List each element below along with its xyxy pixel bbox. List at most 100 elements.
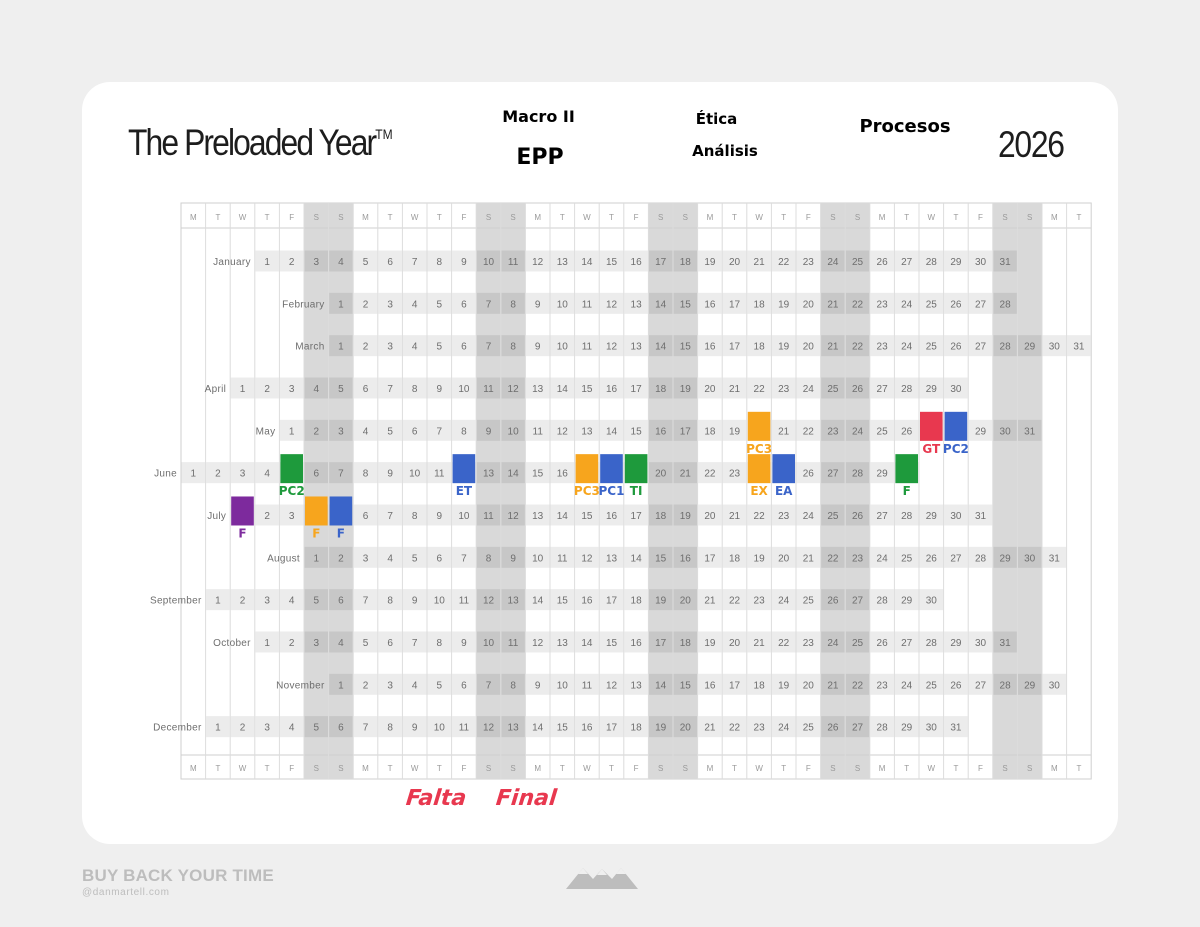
day-cell xyxy=(845,250,870,272)
day-number: 22 xyxy=(729,596,741,607)
weekday-header-label: M xyxy=(362,213,369,222)
day-number: 13 xyxy=(631,680,643,691)
day-cell xyxy=(648,377,673,399)
day-number: 27 xyxy=(901,257,913,268)
day-cell xyxy=(919,589,944,611)
day-number: 13 xyxy=(483,469,495,480)
day-number: 20 xyxy=(655,469,667,480)
day-number: 13 xyxy=(557,257,569,268)
day-cell xyxy=(575,716,599,738)
day-cell xyxy=(993,631,1017,653)
day-cell xyxy=(427,589,452,611)
day-cell xyxy=(329,589,353,611)
weekday-header-label: W xyxy=(239,213,247,222)
day-cell xyxy=(648,335,673,357)
weekday-footer-label: S xyxy=(1002,764,1007,773)
day-cell xyxy=(525,546,550,568)
weekday-footer-label: S xyxy=(314,764,319,773)
day-number: 14 xyxy=(581,257,593,268)
day-cell xyxy=(919,673,944,695)
day-number: 3 xyxy=(289,511,295,522)
day-cell xyxy=(525,292,550,314)
weekday-footer-label: S xyxy=(338,764,343,773)
day-cell xyxy=(648,462,673,484)
day-cell xyxy=(968,504,993,526)
day-cell xyxy=(845,419,870,441)
day-number: 30 xyxy=(1049,680,1061,691)
day-cell xyxy=(993,673,1017,695)
day-cell xyxy=(550,546,575,568)
day-cell xyxy=(427,292,452,314)
day-number: 3 xyxy=(387,342,393,353)
day-number: 2 xyxy=(289,638,295,649)
weekday-header-label: S xyxy=(1002,213,1007,222)
weekday-header-label: S xyxy=(830,213,835,222)
day-number: 8 xyxy=(461,426,467,437)
weekday-footer-label: W xyxy=(755,764,763,773)
day-cell xyxy=(378,716,402,738)
day-cell xyxy=(452,335,476,357)
event-label: PC1 xyxy=(599,484,625,498)
day-number: 23 xyxy=(729,469,741,480)
day-number: 3 xyxy=(264,596,270,607)
day-cell xyxy=(722,462,747,484)
day-cell xyxy=(206,716,230,738)
day-number: 5 xyxy=(314,723,320,734)
day-number: 11 xyxy=(434,469,445,480)
event-block xyxy=(920,411,943,441)
month-label-may: May xyxy=(256,426,276,437)
day-number: 17 xyxy=(729,342,741,353)
day-number: 4 xyxy=(264,469,270,480)
weekday-header-label: T xyxy=(1076,213,1081,222)
day-cell xyxy=(771,377,796,399)
day-number: 28 xyxy=(975,553,987,564)
day-cell xyxy=(894,250,919,272)
day-cell xyxy=(648,419,673,441)
day-number: 26 xyxy=(926,553,938,564)
weekday-footer-label: T xyxy=(388,764,393,773)
day-cell xyxy=(476,419,501,441)
day-number: 28 xyxy=(901,384,913,395)
weekday-footer-label: M xyxy=(879,764,886,773)
day-cell xyxy=(747,504,771,526)
day-cell xyxy=(894,716,919,738)
day-number: 16 xyxy=(606,384,618,395)
day-cell xyxy=(1017,419,1042,441)
day-cell xyxy=(993,250,1017,272)
weekday-footer-label: M xyxy=(190,764,197,773)
day-number: 8 xyxy=(412,384,418,395)
day-cell xyxy=(599,335,624,357)
day-cell xyxy=(550,673,575,695)
month-label-february: February xyxy=(282,299,324,310)
day-cell xyxy=(279,250,304,272)
day-number: 7 xyxy=(387,511,393,522)
weekday-footer-label: W xyxy=(928,764,936,773)
day-number: 18 xyxy=(631,723,643,734)
day-number: 31 xyxy=(1000,638,1012,649)
day-cell xyxy=(304,631,329,653)
day-cell xyxy=(894,673,919,695)
day-cell xyxy=(698,504,722,526)
day-number: 20 xyxy=(704,384,716,395)
day-number: 16 xyxy=(557,469,569,480)
day-number: 8 xyxy=(510,680,516,691)
day-cell xyxy=(870,546,894,568)
day-number: 6 xyxy=(461,342,467,353)
day-number: 11 xyxy=(459,596,470,607)
weekday-footer-label: S xyxy=(1027,764,1032,773)
day-cell xyxy=(402,250,427,272)
day-cell xyxy=(550,716,575,738)
day-number: 28 xyxy=(877,723,889,734)
day-cell xyxy=(255,250,279,272)
day-cell xyxy=(501,589,525,611)
day-number: 2 xyxy=(240,596,246,607)
day-cell xyxy=(845,631,870,653)
day-cell xyxy=(353,250,378,272)
day-number: 4 xyxy=(289,596,295,607)
day-cell xyxy=(771,589,796,611)
day-cell xyxy=(378,462,402,484)
day-number: 10 xyxy=(557,342,569,353)
day-number: 27 xyxy=(975,680,987,691)
day-number: 7 xyxy=(461,553,467,564)
day-cell xyxy=(624,673,648,695)
